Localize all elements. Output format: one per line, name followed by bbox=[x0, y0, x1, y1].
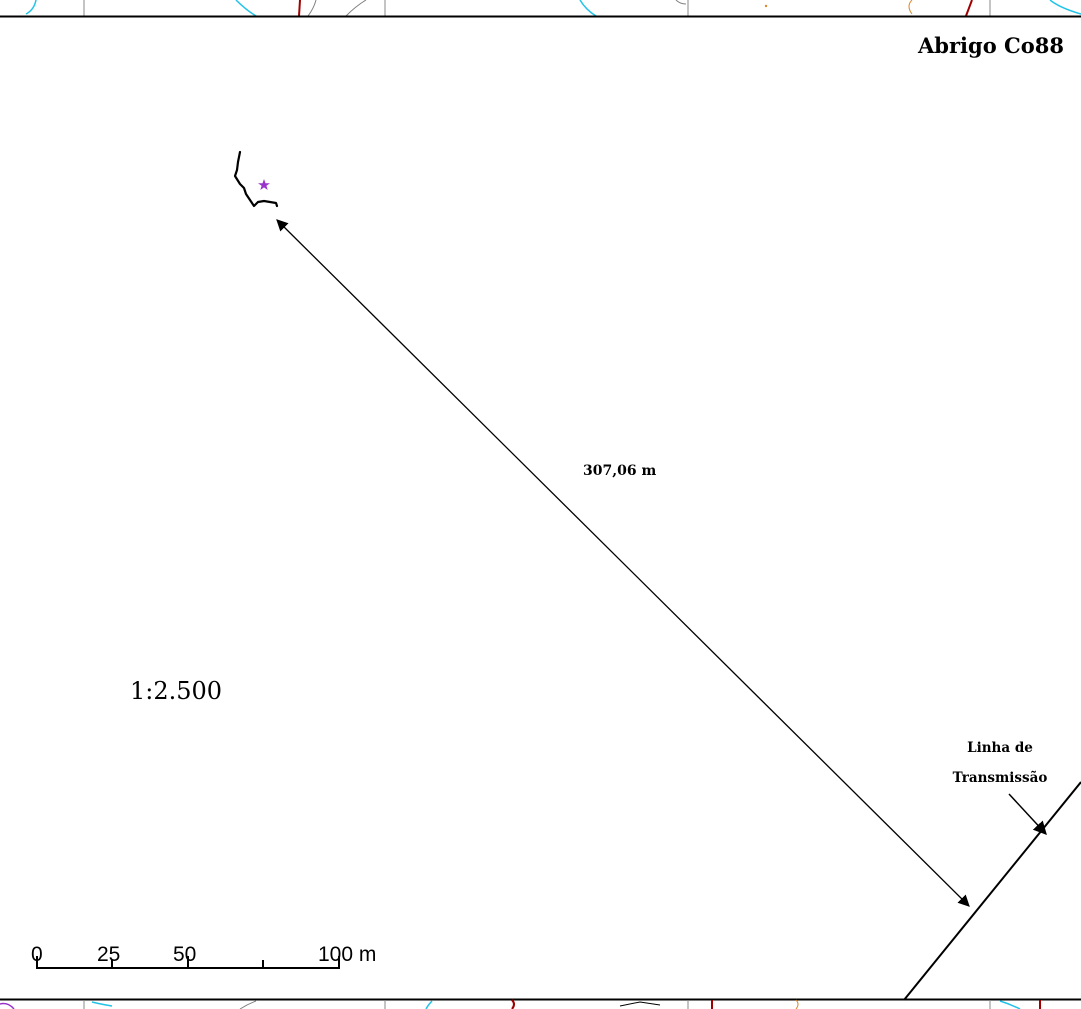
map-title: Abrigo Co88 bbox=[918, 33, 1064, 58]
transmission-line-pointer bbox=[1008, 793, 1047, 835]
star-icon bbox=[258, 179, 270, 190]
transmission-line bbox=[903, 781, 1081, 1001]
scale-tick-label: 100 m bbox=[318, 943, 377, 966]
transmission-line-label-line1: Linha de bbox=[967, 740, 1033, 756]
scale-tick-label: 50 bbox=[173, 943, 197, 966]
distance-arrow bbox=[276, 219, 970, 907]
scale-tick-label: 0 bbox=[31, 943, 43, 966]
scale-bar bbox=[36, 956, 340, 969]
transmission-line-label: Linha de Transmissão bbox=[940, 733, 1060, 793]
scale-tick-label: 25 bbox=[97, 943, 121, 966]
transmission-line-label-line2: Transmissão bbox=[952, 770, 1048, 786]
distance-label: 307,06 m bbox=[583, 463, 657, 479]
top-map-strip bbox=[25, 0, 1081, 17]
scale-ratio: 1:2.500 bbox=[130, 677, 223, 705]
bottom-map-strip bbox=[0, 999, 1041, 1009]
cave-outline bbox=[233, 150, 279, 208]
